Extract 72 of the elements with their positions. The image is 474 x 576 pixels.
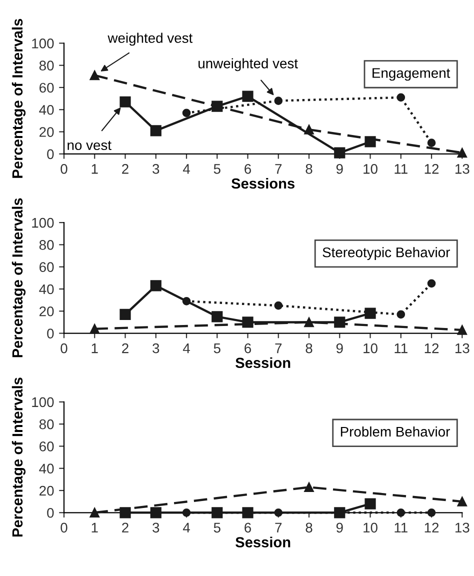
x-tick-label: 13 — [455, 164, 470, 174]
y-tick-label: 20 — [40, 306, 54, 316]
y-tick-label: 40 — [39, 284, 54, 294]
x-tick-label: 6 — [244, 522, 252, 533]
y-tick-label: 40 — [39, 104, 54, 115]
x-tick-label: 0 — [60, 164, 68, 174]
x-tick-label: 0 — [60, 522, 68, 533]
annotation: unweighted vest — [198, 58, 298, 72]
x-axis-title: Session — [236, 357, 290, 368]
y-tick-label: 60 — [40, 82, 54, 93]
x-tick-label: 13 — [455, 522, 470, 533]
x-tick-label: 2 — [122, 343, 128, 354]
annotation: weighted vest — [108, 32, 193, 46]
y-tick-label: 100 — [32, 218, 54, 228]
x-tick-label: 13 — [455, 343, 470, 354]
x-tick-label: 4 — [182, 522, 190, 532]
y-tick-label: 80 — [39, 419, 54, 430]
text: Stereotypic Behavior — [322, 247, 450, 260]
x-tick-label: 11 — [394, 522, 408, 532]
x-tick-label: 5 — [214, 164, 220, 174]
x-tick-label: 12 — [424, 522, 439, 532]
y-axis-title: Percentage of Intervals — [12, 18, 26, 178]
x-tick-label: 11 — [394, 164, 408, 174]
x-tick-label: 1 — [92, 522, 98, 532]
x-tick-label: 2 — [122, 164, 128, 174]
x-tick-label: 6 — [244, 343, 252, 354]
y-tick-label: 60 — [40, 442, 54, 452]
y-axis-title: Percentage of Intervals — [12, 378, 26, 537]
y-tick-label: 20 — [40, 486, 54, 496]
x-tick-label: 2 — [122, 522, 128, 532]
x-tick-label: 0 — [60, 343, 68, 354]
y-tick-label: 20 — [40, 127, 54, 137]
x-tick-label: 7 — [275, 344, 282, 354]
x-tick-label: 9 — [336, 164, 343, 174]
x-tick-label: 3 — [152, 522, 160, 533]
x-tick-label: 10 — [364, 522, 378, 533]
x-tick-label: 1 — [92, 344, 98, 354]
x-tick-label: 5 — [214, 344, 220, 354]
x-tick-label: 6 — [244, 164, 252, 174]
text: Problem Behavior — [340, 426, 450, 437]
y-tick-label: 40 — [39, 464, 54, 474]
x-tick-label: 5 — [214, 522, 220, 533]
x-tick-label: 1 — [92, 164, 98, 174]
x-tick-label: 9 — [336, 343, 343, 354]
x-tick-label: 8 — [306, 343, 312, 354]
y-tick-label: 60 — [40, 262, 54, 272]
y-tick-label: 80 — [39, 60, 54, 71]
x-tick-label: 7 — [275, 522, 282, 532]
y-tick-label: 0 — [47, 328, 54, 338]
x-tick-label: 10 — [364, 164, 378, 174]
y-tick-label: 100 — [32, 397, 54, 408]
y-axis-title: Percentage of Intervals — [12, 198, 26, 358]
x-tick-label: 3 — [152, 343, 160, 354]
x-tick-label: 12 — [424, 343, 439, 354]
x-axis-title: Sessions — [231, 178, 294, 189]
x-tick-label: 8 — [306, 522, 312, 533]
y-tick-label: 0 — [47, 508, 54, 518]
x-axis-title: Session — [236, 536, 290, 548]
annotation: no vest — [68, 140, 112, 150]
x-tick-label: 4 — [182, 164, 190, 174]
x-tick-label: 8 — [306, 164, 312, 174]
y-tick-label: 100 — [32, 38, 54, 48]
x-tick-label: 4 — [182, 344, 190, 354]
x-tick-label: 11 — [394, 344, 408, 354]
x-tick-label: 10 — [364, 343, 378, 354]
y-tick-label: 80 — [39, 240, 54, 250]
text: Engagement — [372, 68, 450, 81]
x-tick-label: 9 — [336, 522, 343, 533]
x-tick-label: 12 — [424, 164, 439, 174]
y-tick-label: 0 — [47, 149, 54, 160]
x-tick-label: 3 — [152, 164, 160, 174]
x-tick-label: 7 — [275, 164, 282, 174]
